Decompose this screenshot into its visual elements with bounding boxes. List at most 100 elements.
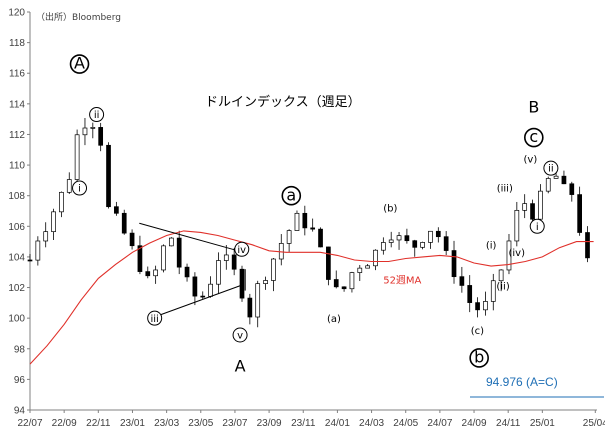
wave-label: v [237,331,243,342]
wave-label: (iii) [497,184,513,195]
candle-body [200,295,206,298]
wave-label-circle [469,348,489,368]
candle-body [569,183,575,195]
candle-body [263,280,268,285]
wave-label-circle [89,107,105,123]
wave-label: ii [548,164,554,175]
chart-grid [29,12,597,411]
chart-title: ドルインデックス（週足） [205,94,361,110]
candle-body [82,127,88,136]
y-tick-label: 98 [14,344,26,355]
x-tick-label: 24/09 [462,418,487,429]
y-tick-label: 96 [14,375,26,386]
candle-body [208,283,213,297]
candle-body [271,258,276,281]
y-tick-label: 112 [9,130,25,141]
wave-label: a [286,185,296,204]
wave-label-circle [524,127,544,148]
candle-body [286,230,292,244]
wave-label: c [529,127,538,146]
candle-body [357,267,363,273]
x-tick-label: 25/01 [530,418,555,429]
triangle-pattern [139,222,246,319]
candle-body [51,211,56,233]
wave-label: (i) [486,240,497,251]
y-tick-label: 110 [9,161,25,172]
x-tick-label: 22/07 [17,418,42,429]
candle-body [114,206,119,214]
candle-body [467,285,473,303]
candle-body [106,144,111,208]
wave-label: A [235,356,246,375]
candle-body [231,254,237,270]
candle-body [380,242,386,251]
x-tick-label: 24/07 [427,418,452,429]
x-axis: 22/07 22/09 22/11 23/01 23/03 23/05 23/07 23/09… [17,410,605,429]
candle-body [121,212,127,234]
candle-body [90,127,96,129]
wave-label-circle [69,54,90,74]
source-note: （出所）Bloomberg [36,11,121,23]
candle-body [577,194,582,233]
candle-body [310,227,316,230]
candle-body [326,246,331,280]
candle-body [561,175,567,185]
wave-label: (a) [327,314,341,325]
candle-body [255,283,261,318]
wave-label: B [528,98,539,117]
x-tick-label: 24/05 [393,418,418,429]
candle-body [302,212,308,229]
x-tick-label: 24/11 [496,418,521,429]
wave-label-circle [234,241,250,257]
target-label: 94.976 (A=C) [486,375,558,389]
x-tick-label: 23/11 [291,418,316,429]
x-tick-label: 23/01 [120,418,145,429]
candle-body [35,240,41,261]
wave-label-circle [281,185,302,206]
candle-body [153,269,158,277]
candle-body [216,260,221,285]
candle-body [66,179,72,193]
x-tick-label: 23/03 [154,418,179,429]
candle-body [420,242,425,248]
candle-body [404,235,410,242]
candle-body [459,276,465,286]
wave-label: (v) [524,155,538,166]
candle-body [483,301,488,311]
wave-label: b [474,348,484,367]
wave-label: i [536,222,539,233]
x-tick-label: 24/03 [359,418,384,429]
candle-body [129,232,135,247]
candle-body [365,265,370,269]
candle-body [514,209,520,242]
wave-label: i [78,184,81,195]
triangle-upper-line [139,222,244,253]
candle-body [475,302,480,311]
y-tick-label: 104 [8,252,25,263]
wave-label-circle [543,160,559,176]
candle-body [168,237,174,247]
candle-body [545,178,551,192]
candle-body [553,175,559,179]
candle-body [145,271,151,277]
x-tick-label: 22/11 [86,418,111,429]
candlestick-series [27,117,590,328]
candle-body [490,280,496,302]
y-axis: 94 96 98 100 102 104 106 108 110 112 114 116 118 120 [8,8,30,417]
wave-label: (c) [471,326,484,337]
x-tick-label: 23/05 [188,418,213,429]
candle-body [74,134,80,180]
wave-label: iii [150,314,158,325]
candle-body [443,236,449,251]
candle-body [498,269,504,282]
y-tick-label: 114 [9,99,25,110]
y-tick-label: 108 [8,191,25,202]
x-tick-label: 25/04 [583,418,605,429]
wave-label: iv [237,245,246,256]
candle-body [161,245,166,271]
candle-body [239,268,245,299]
candle-body [412,240,418,248]
candle-body [522,203,528,211]
candle-body [176,237,182,268]
y-tick-label: 118 [9,38,25,49]
